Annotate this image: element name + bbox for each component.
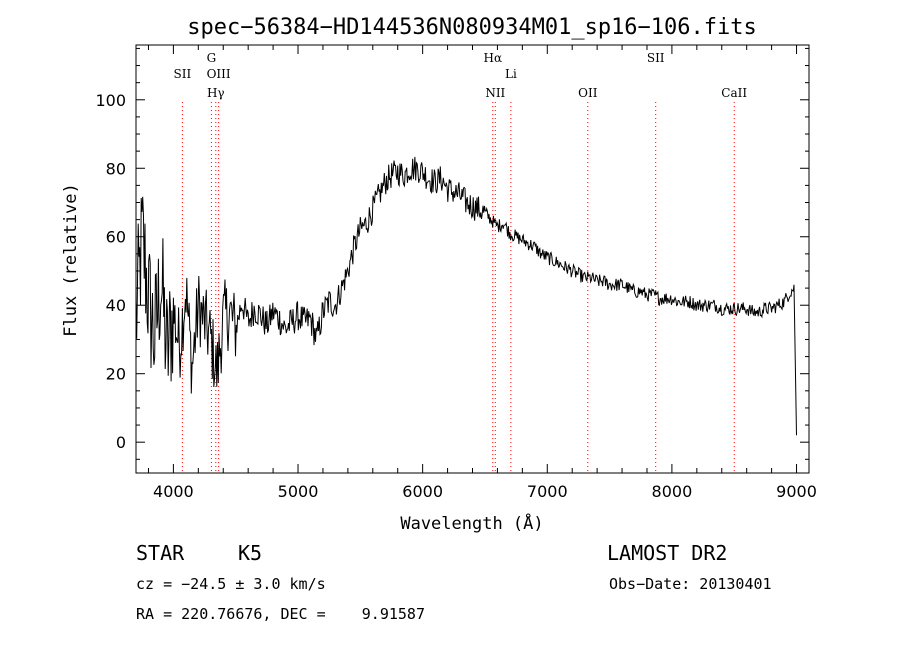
x-tick-label: 9000 bbox=[776, 482, 817, 501]
spectrum-line bbox=[135, 156, 797, 436]
y-tick-label: 100 bbox=[95, 91, 126, 110]
x-tick-label: 6000 bbox=[402, 482, 443, 501]
object-class: STAR bbox=[136, 541, 185, 565]
line-marker-label: CaII bbox=[721, 86, 747, 100]
y-tick-label: 0 bbox=[116, 433, 126, 452]
y-tick-label: 80 bbox=[106, 159, 126, 178]
line-marker-label: Hα bbox=[484, 51, 503, 65]
x-tick-label: 7000 bbox=[527, 482, 568, 501]
line-marker-label: SII bbox=[647, 51, 665, 65]
line-marker-label: G bbox=[207, 51, 217, 65]
axis-ticks: 4000 5000 6000 7000 8000 9000 0 20 40 60 80 100 bbox=[95, 45, 817, 501]
y-axis-label: Flux (relative) bbox=[61, 183, 81, 337]
x-tick-label: 5000 bbox=[278, 482, 319, 501]
line-marker-label: Hγ bbox=[207, 86, 225, 100]
redshift-velocity: cz = −24.5 ± 3.0 km/s bbox=[136, 575, 326, 593]
line-marker-label: OIII bbox=[207, 67, 231, 81]
line-marker-label: OII bbox=[578, 86, 598, 100]
observation-date: Obs−Date: 20130401 bbox=[609, 575, 772, 593]
x-tick-label: 8000 bbox=[652, 482, 693, 501]
coordinates: RA = 220.76676, DEC = 9.91587 bbox=[136, 605, 425, 623]
y-tick-label: 60 bbox=[106, 228, 126, 247]
subclass: K5 bbox=[238, 541, 263, 565]
line-marker-label: NII bbox=[485, 86, 505, 100]
plot-frame bbox=[135, 44, 810, 474]
x-tick-label: 4000 bbox=[153, 482, 194, 501]
y-tick-label: 20 bbox=[106, 365, 126, 384]
survey-name: LAMOST DR2 bbox=[607, 541, 728, 565]
chart-title: spec−56384−HD144536N080934M01_sp16−106.f… bbox=[187, 15, 757, 40]
line-marker-label: Li bbox=[505, 67, 517, 81]
x-axis-label: Wavelength (Å) bbox=[400, 512, 543, 534]
y-tick-label: 40 bbox=[106, 296, 126, 315]
line-marker-label: SII bbox=[174, 67, 192, 81]
